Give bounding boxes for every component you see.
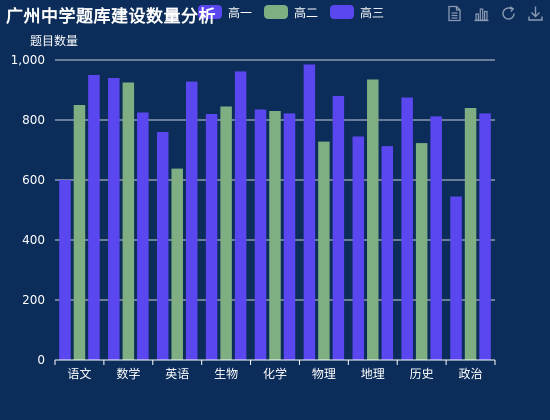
bar-series-0-政治[interactable] — [450, 196, 462, 361]
bar-series-0-英语[interactable] — [156, 132, 169, 360]
bar-series-1-数学[interactable] — [122, 82, 135, 361]
legend: 高一 高二 高三 — [198, 3, 384, 21]
legend-swatch-series-1 — [264, 5, 289, 19]
bar-series-1-历史[interactable] — [415, 143, 428, 360]
bar-chart-icon[interactable] — [473, 5, 490, 22]
chart-title: 广州中学题库建设数量分析 — [6, 7, 216, 27]
legend-item-series-0[interactable]: 高一 — [198, 4, 252, 21]
x-tick-label: 语文 — [67, 366, 91, 381]
bar-series-1-地理[interactable] — [367, 79, 379, 361]
legend-label-series-1: 高二 — [294, 5, 319, 20]
bar-series-2-生物[interactable] — [234, 71, 247, 361]
bar-series-2-政治[interactable] — [479, 113, 491, 361]
toolbox — [446, 5, 544, 22]
bar-series-0-生物[interactable] — [205, 114, 218, 360]
bar-series-1-政治[interactable] — [464, 108, 477, 360]
x-tick-label: 数学 — [116, 366, 140, 381]
legend-item-series-1[interactable]: 高二 — [264, 4, 318, 21]
legend-item-series-2[interactable]: 高三 — [330, 4, 384, 21]
bar-series-0-语文[interactable] — [59, 180, 71, 360]
x-tick-label: 政治 — [459, 367, 483, 381]
bar-series-0-数学[interactable] — [108, 78, 120, 360]
y-tick-label: 1,000 — [11, 53, 45, 67]
x-tick-label: 英语 — [165, 367, 189, 381]
x-tick-label: 地理 — [361, 367, 385, 381]
legend-label-series-2: 高三 — [360, 5, 385, 20]
download-icon[interactable] — [527, 5, 544, 22]
bar-series-1-化学[interactable] — [269, 111, 281, 360]
bar-series-0-物理[interactable] — [303, 64, 316, 361]
x-tick-label: 生物 — [214, 367, 238, 381]
legend-swatch-series-0 — [198, 5, 222, 19]
bar-series-2-化学[interactable] — [283, 113, 296, 361]
bar-series-1-语文[interactable] — [73, 105, 86, 360]
data-view-icon[interactable] — [446, 5, 463, 22]
y-tick-label: 200 — [22, 293, 45, 307]
bar-series-2-地理[interactable] — [381, 146, 394, 360]
y-tick-label: 800 — [22, 113, 45, 127]
x-tick-label: 化学 — [263, 366, 287, 381]
bar-series-1-英语[interactable] — [171, 168, 183, 360]
bar-series-2-语文[interactable] — [88, 75, 100, 360]
y-tick-label: 600 — [22, 173, 45, 187]
bar-series-2-物理[interactable] — [332, 96, 345, 360]
bar-series-0-历史[interactable] — [401, 97, 413, 361]
x-tick-label: 物理 — [312, 367, 336, 381]
bar-series-2-数学[interactable] — [137, 112, 149, 361]
y-axis-label: 题目数量 — [30, 34, 79, 48]
legend-label-series-0: 高一 — [228, 5, 253, 20]
bar-series-2-英语[interactable] — [185, 81, 198, 360]
bar-series-0-地理[interactable] — [352, 136, 365, 361]
x-tick-label: 历史 — [410, 367, 434, 381]
bar-series-0-化学[interactable] — [254, 109, 267, 361]
y-tick-label: 400 — [22, 233, 45, 247]
bar-series-2-历史[interactable] — [430, 116, 442, 361]
legend-swatch-series-2 — [330, 5, 355, 19]
bar-series-1-物理[interactable] — [318, 141, 330, 360]
restore-icon[interactable] — [500, 5, 517, 22]
bar-series-1-生物[interactable] — [220, 106, 232, 361]
y-tick-label: 0 — [37, 353, 45, 367]
